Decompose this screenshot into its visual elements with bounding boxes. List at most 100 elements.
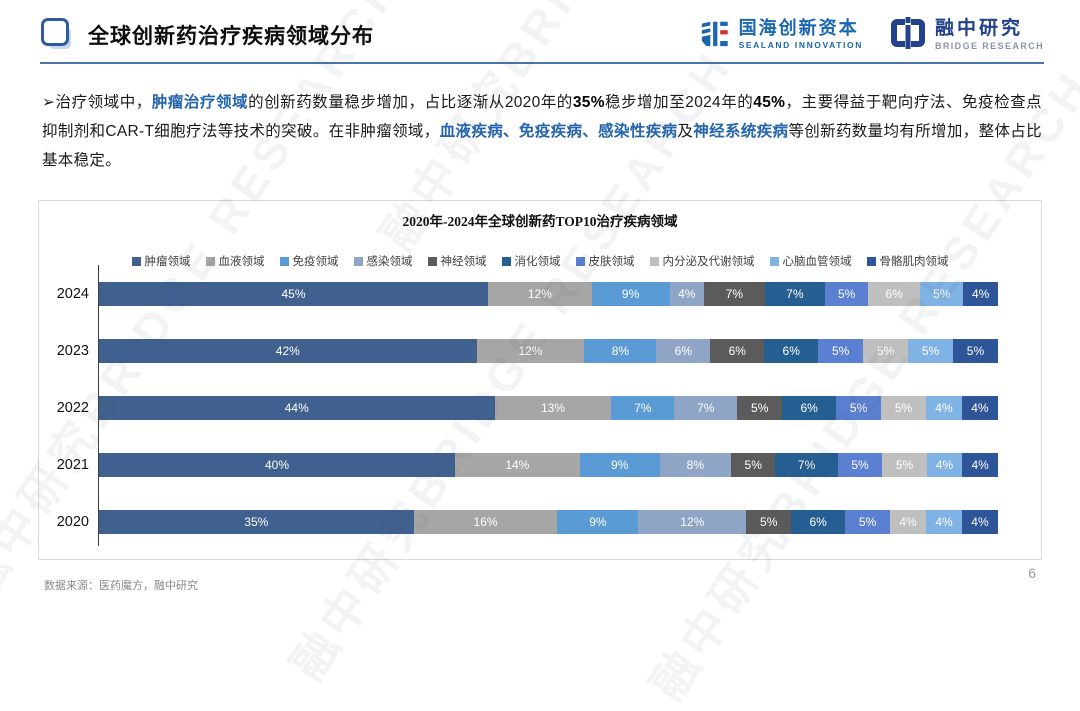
header-logos: 国海创新资本 SEALAND INNOVATION — [699, 16, 1044, 55]
chart-title: 2020年-2024年全球创新药TOP10治疗疾病领域 — [402, 214, 678, 229]
year-label: 2020 — [56, 514, 89, 530]
paragraph-run: 的创新药数量稳步增加，占比逐渐从2020年的 — [248, 94, 573, 111]
bar-segment: 9% — [579, 453, 660, 477]
bar-segment: 6% — [791, 510, 846, 534]
logo-bridge-research: 融中研究 BRIDGE RESEARCH — [889, 16, 1044, 54]
legend-label: 神经领域 — [440, 256, 487, 268]
bridge-logo-en: BRIDGE RESEARCH — [934, 40, 1044, 51]
body-paragraph: ➢治疗领域中，肿瘤治疗领域的创新药数量稳步增加，占比逐渐从2020年的35%稳步… — [42, 88, 1042, 175]
paragraph-run: 血液疾病、免疫疾病、感染性疾病 — [439, 123, 678, 140]
paragraph-run: 等创新药数量均有所增加，整体占比基本稳定。 — [42, 123, 1042, 169]
page-title: 全球创新药治疗疾病领域分布 — [88, 25, 374, 48]
bar-segment: 6% — [764, 339, 819, 363]
bar-segment: 7% — [611, 396, 675, 420]
legend-label: 心脑血管领域 — [782, 256, 852, 268]
bar-row-2023: 2023 42% 12% 8% 6% 6% 6% 5% 5% 5% 5% — [57, 339, 998, 363]
bar-segment: 12% — [476, 339, 585, 363]
legend-label: 免疫领域 — [292, 256, 339, 268]
bar-row-2020: 2020 35% 16% 9% 12% 5% 6% 5% 4% 4% 4% — [57, 510, 998, 534]
bar-segment: 35% — [99, 510, 414, 534]
bar-segment: 7% — [674, 396, 738, 420]
paragraph-run: 肿瘤治疗领域 — [151, 94, 249, 111]
bar-segment: 12% — [487, 282, 592, 306]
legend-label: 内分泌及代谢领域 — [662, 256, 755, 268]
page-number: 6 — [1028, 565, 1036, 581]
bar-segment: 5% — [737, 396, 783, 420]
bar-row-2024: 2024 45% 12% 9% 4% 7% 7% 5% 6% 5% 4% — [57, 282, 998, 306]
paragraph-run: 35% — [572, 94, 605, 111]
bar-segment: 5% — [845, 510, 891, 534]
paragraph-run: 稳步增加至2024年的 — [604, 94, 754, 111]
bar-segment: 5% — [730, 453, 776, 477]
legend-item: 心脑血管领域 — [769, 253, 852, 269]
bar-segment: 14% — [455, 453, 580, 477]
chart-container: 2020年-2024年全球创新药TOP10治疗疾病领域 肿瘤领域 血液领域 免疫领域… — [38, 200, 1042, 560]
bar-segment: 13% — [494, 396, 612, 420]
legend-swatch — [427, 256, 437, 266]
title-bullet-icon-outline — [41, 18, 69, 46]
bar-segment: 6% — [782, 396, 837, 420]
bar-segment: 4% — [926, 396, 962, 420]
legend-swatch — [769, 256, 779, 266]
legend-item: 血液领域 — [205, 253, 265, 269]
title-bullet-icon — [40, 16, 76, 54]
year-label: 2022 — [56, 400, 89, 416]
legend-item: 骨骼肌肉领域 — [866, 253, 949, 269]
bar-segment: 8% — [584, 339, 657, 363]
bar-segment: 5% — [920, 282, 964, 306]
bar-segment: 8% — [659, 453, 731, 477]
legend-swatch — [279, 256, 289, 266]
bar-segment: 7% — [775, 453, 838, 477]
bar-segment: 4% — [961, 396, 998, 420]
legend-label: 血液领域 — [218, 256, 265, 268]
bar-segment: 16% — [413, 510, 558, 534]
bar-segment: 44% — [99, 396, 495, 420]
legend-label: 骨骼肌肉领域 — [879, 256, 949, 268]
bar-segment: 5% — [746, 510, 792, 534]
bar-segment: 42% — [99, 339, 477, 363]
legend-item: 免疫领域 — [279, 253, 339, 269]
bar-segment: 5% — [863, 339, 909, 363]
sealand-logo-icon — [699, 16, 731, 55]
bridge-logo-text: 融中研究 BRIDGE RESEARCH — [934, 17, 1044, 52]
bar-segment: 12% — [638, 510, 747, 534]
legend-label: 肿瘤领域 — [144, 256, 191, 268]
bar-row-2021: 2021 40% 14% 9% 8% 5% 7% 5% 5% 4% 4% — [57, 453, 998, 477]
legend-item: 肿瘤领域 — [131, 253, 191, 269]
bar-segment: 5% — [836, 396, 882, 420]
bar-segment: 6% — [656, 339, 711, 363]
bar-segment: 9% — [591, 282, 670, 306]
paragraph-run: 神经系统疾病 — [693, 123, 789, 140]
paragraph-run: ，主要得益于靶向疗法、免疫检查点抑制剂和CAR-T细胞疗法等技术的突破。在非肿瘤… — [42, 94, 1042, 140]
bar-segment: 5% — [908, 339, 953, 363]
legend-swatch — [501, 256, 511, 266]
legend-item: 神经领域 — [427, 253, 487, 269]
chart-legend: 肿瘤领域 血液领域 免疫领域 感染领域 神经领域 消化领域 皮肤领域 内分泌及代谢领域 心脑血管… — [39, 253, 1041, 269]
bar-segment: 4% — [961, 510, 998, 534]
bar-segment: 4% — [963, 282, 998, 306]
plot-area: 2024 45% 12% 9% 4% 7% 7% 5% 6% 5% 4% 2023 42% 12% 8% 6%… — [57, 265, 998, 546]
bar-segment: 40% — [99, 453, 456, 477]
bar-segment: 4% — [962, 453, 998, 477]
bar-segment: 45% — [99, 282, 488, 306]
bar-segment: 6% — [868, 282, 921, 306]
bar-segment: 5% — [952, 339, 998, 363]
bridge-logo-cn: 融中研究 — [934, 17, 1023, 39]
legend-item: 皮肤领域 — [575, 253, 635, 269]
paragraph-run: 45% — [753, 94, 786, 111]
legend-swatch — [131, 256, 141, 266]
sealand-logo-text: 国海创新资本 SEALAND INNOVATION — [739, 19, 863, 50]
legend-swatch — [205, 256, 215, 266]
header-divider — [40, 62, 1044, 64]
bar-segment: 4% — [669, 282, 705, 306]
legend-swatch — [353, 256, 363, 266]
bar-segment: 4% — [926, 453, 963, 477]
legend-swatch — [649, 256, 659, 266]
year-label: 2021 — [56, 457, 89, 473]
bar-segment: 5% — [837, 453, 883, 477]
bar-segment: 7% — [704, 282, 765, 306]
legend-swatch — [866, 256, 876, 266]
sealand-logo-en: SEALAND INNOVATION — [738, 40, 863, 51]
bar-segment: 4% — [890, 510, 927, 534]
